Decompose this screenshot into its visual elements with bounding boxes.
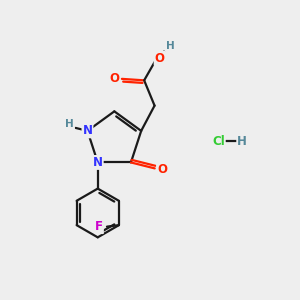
Text: O: O [154,52,165,65]
Text: H: H [65,119,74,129]
Text: H: H [237,135,247,148]
Text: N: N [93,156,103,169]
Text: O: O [157,164,167,176]
Text: Cl: Cl [212,135,225,148]
Text: H: H [166,40,174,51]
Text: F: F [95,220,103,233]
Text: N: N [82,124,92,137]
Text: O: O [110,72,119,86]
